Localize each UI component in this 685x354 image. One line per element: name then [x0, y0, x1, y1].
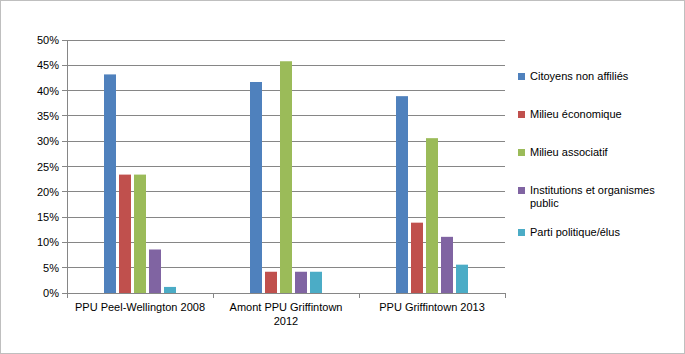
y-tick — [62, 40, 67, 41]
y-axis — [67, 40, 68, 293]
y-tick-label: 35% — [37, 110, 59, 122]
x-tick — [359, 293, 360, 298]
y-tick — [62, 90, 67, 91]
y-tick-label: 0% — [43, 287, 59, 299]
y-tick — [62, 115, 67, 116]
grid-line — [67, 40, 505, 41]
chart-frame — [1, 1, 685, 354]
bar — [411, 223, 423, 293]
x-tick — [213, 293, 214, 298]
bar — [456, 265, 468, 293]
chart: 0% 5% 10% 15% 20% 25% 30% 35% 40% 45% 50% PPU Peel-… — [0, 0, 685, 354]
bars — [104, 61, 468, 293]
x-tick-label: Amont PPU Griffintown2012 — [230, 301, 343, 327]
y-tick-label: 15% — [37, 211, 59, 223]
bar — [250, 82, 262, 293]
legend-swatch — [518, 149, 525, 156]
x-tick-label: PPU Griffintown 2013 — [379, 301, 485, 313]
y-tick — [62, 141, 67, 142]
legend-label: Parti politique/élus — [530, 226, 620, 238]
y-tick-label: 45% — [37, 59, 59, 71]
y-tick-label: 40% — [37, 85, 59, 97]
x-axis — [67, 293, 505, 294]
y-tick — [62, 217, 67, 218]
grid-line — [67, 293, 505, 294]
x-tick-label: PPU Peel-Wellington 2008 — [75, 301, 205, 313]
legend-swatch — [518, 187, 525, 194]
bar — [149, 249, 161, 293]
y-tick-label: 5% — [43, 262, 59, 274]
y-tick-label: 10% — [37, 236, 59, 248]
bar — [104, 74, 116, 293]
legend: Citoyens non affiliés Milieu économique Mi… — [518, 70, 655, 238]
x-tick — [505, 293, 506, 298]
legend-label: Institutions et organismespublic — [530, 184, 655, 209]
bar — [280, 61, 292, 293]
bar — [134, 175, 146, 293]
legend-swatch — [518, 73, 525, 80]
x-tick — [67, 293, 68, 298]
y-tick-label: 20% — [37, 186, 59, 198]
bar — [295, 272, 307, 293]
bar — [265, 272, 277, 293]
y-tick-label: 50% — [37, 34, 59, 46]
legend-swatch — [518, 111, 525, 118]
legend-swatch — [518, 229, 525, 236]
y-tick — [62, 191, 67, 192]
bar — [119, 175, 131, 293]
y-tick — [62, 166, 67, 167]
y-tick — [62, 65, 67, 66]
y-tick — [62, 242, 67, 243]
bar — [426, 138, 438, 293]
bar — [441, 237, 453, 293]
legend-label: Milieu associatif — [530, 146, 609, 158]
y-tick-label: 30% — [37, 135, 59, 147]
y-tick — [62, 293, 67, 294]
legend-label: Milieu économique — [530, 108, 622, 120]
bar — [310, 272, 322, 293]
bar — [396, 96, 408, 293]
bar — [164, 287, 176, 293]
y-tick-label: 25% — [37, 161, 59, 173]
legend-label: Citoyens non affiliés — [530, 70, 629, 82]
y-tick — [62, 267, 67, 268]
